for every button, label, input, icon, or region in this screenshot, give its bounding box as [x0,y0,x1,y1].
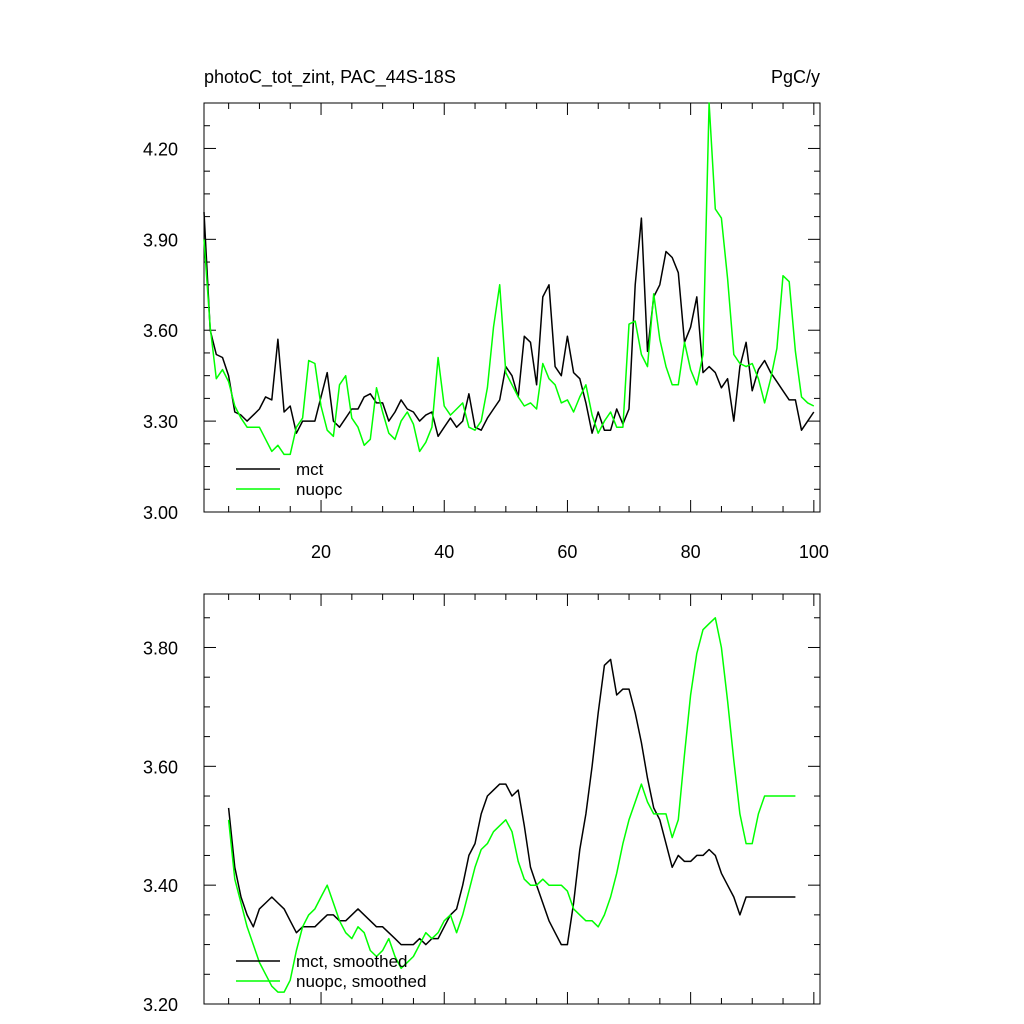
plot-frame [203,102,821,513]
units-label: PgC/y [771,67,820,87]
y-tick-label: 3.00 [143,503,178,523]
y-tick-label: 3.90 [143,230,178,250]
legend-label: nuopc, smoothed [296,972,426,991]
legend-label: mct [296,460,324,479]
x-tick-label: 20 [311,542,331,562]
series-line-nuopc [203,102,815,456]
x-tick-label: 100 [799,542,829,562]
plot-frame [203,593,821,1005]
series-line-nuopc-smoothed [227,617,796,993]
series-line-mct [203,212,815,438]
y-tick-label: 3.40 [143,876,178,896]
x-tick-label: 80 [681,542,701,562]
y-tick-label: 3.30 [143,412,178,432]
y-tick-label: 3.80 [143,638,178,658]
y-tick-label: 3.60 [143,321,178,341]
chart-title: photoC_tot_zint, PAC_44S-18S [204,67,456,88]
x-tick-label: 40 [434,542,454,562]
legend-label: mct, smoothed [296,952,408,971]
legend-label: nuopc [296,480,343,499]
y-tick-label: 4.20 [143,139,178,159]
y-tick-label: 3.60 [143,757,178,777]
y-tick-label: 3.20 [143,995,178,1015]
x-tick-label: 60 [557,542,577,562]
series-line-mct-smoothed [227,658,796,946]
